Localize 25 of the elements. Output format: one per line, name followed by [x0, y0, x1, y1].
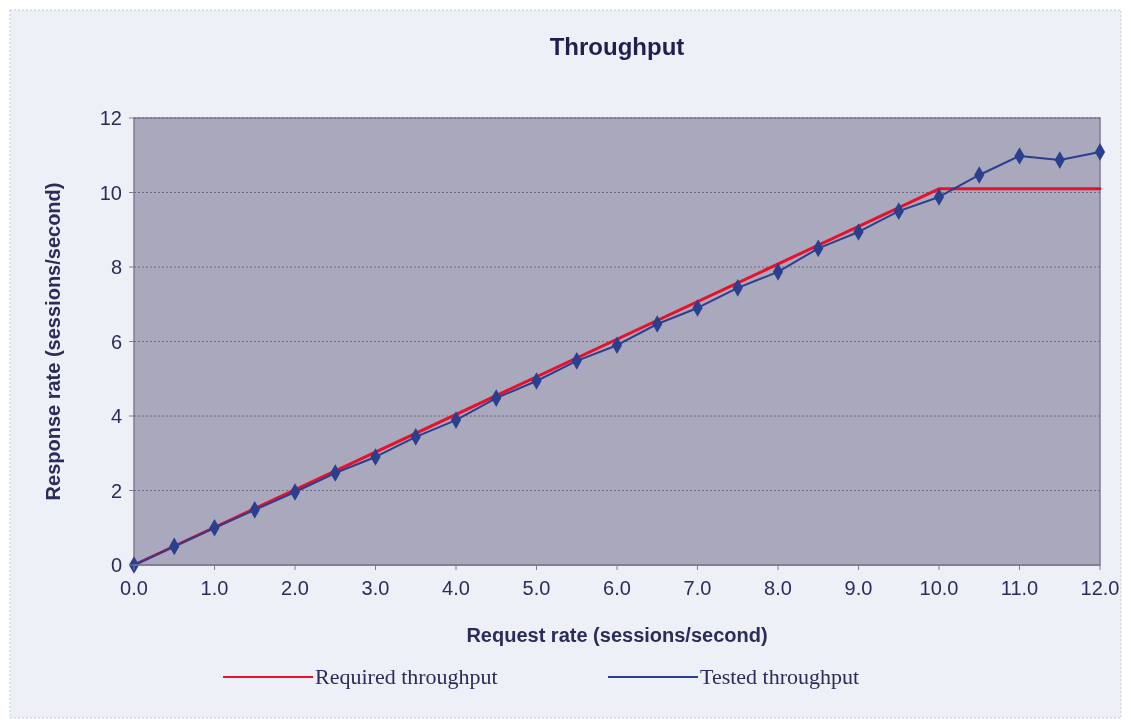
x-tick-label: 3.0 — [361, 577, 390, 599]
x-tick-label: 11.0 — [1000, 577, 1039, 599]
x-tick-label: 4.0 — [442, 577, 470, 599]
x-tick-label: 8.0 — [764, 577, 792, 599]
x-tick-label: 5.0 — [522, 577, 551, 599]
y-tick-label: 8 — [110, 256, 122, 278]
y-tick-label: 6 — [110, 330, 122, 353]
chart-title: Throughput — [549, 33, 685, 60]
legend-label: Tested throughput — [700, 664, 860, 689]
y-axis-title: Response rate (sessions/second) — [42, 182, 64, 501]
y-tick-label: 0 — [110, 554, 122, 576]
x-tick-label: 2.0 — [281, 577, 309, 599]
x-tick-label: 9.0 — [844, 577, 873, 599]
x-axis-title: Request rate (sessions/second) — [466, 624, 768, 646]
x-tick-label: 10.0 — [919, 577, 959, 599]
legend-label: Required throughput — [315, 664, 498, 689]
x-tick-label: 6.0 — [603, 577, 631, 599]
x-tick-label: 0.0 — [120, 577, 148, 599]
y-tick-label: 2 — [110, 479, 122, 502]
x-tick-label: 12.0 — [1080, 577, 1120, 599]
y-tick-label: 12 — [99, 107, 122, 129]
x-tick-label: 7.0 — [683, 577, 712, 599]
x-tick-label: 1.0 — [200, 577, 229, 599]
y-tick-label: 10 — [99, 181, 122, 204]
y-tick-label: 4 — [110, 405, 122, 427]
